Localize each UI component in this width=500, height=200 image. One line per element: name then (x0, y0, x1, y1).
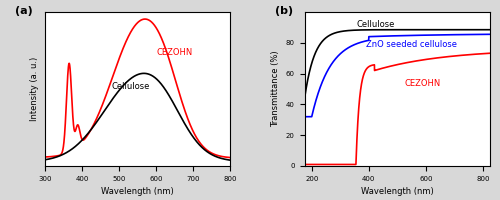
Text: Cellulose: Cellulose (356, 20, 395, 29)
X-axis label: Wavelength (nm): Wavelength (nm) (102, 187, 174, 196)
Text: ZnO seeded cellulose: ZnO seeded cellulose (366, 40, 457, 49)
Y-axis label: Intensity (a. u.): Intensity (a. u.) (30, 57, 40, 121)
Text: CEZOHN: CEZOHN (404, 79, 441, 88)
Text: CEZOHN: CEZOHN (156, 48, 192, 57)
Y-axis label: Transmittance (%): Transmittance (%) (272, 51, 280, 127)
Text: Cellulose: Cellulose (112, 82, 150, 91)
Text: (b): (b) (275, 6, 293, 16)
X-axis label: Wavelength (nm): Wavelength (nm) (361, 187, 434, 196)
Text: (a): (a) (16, 6, 33, 16)
